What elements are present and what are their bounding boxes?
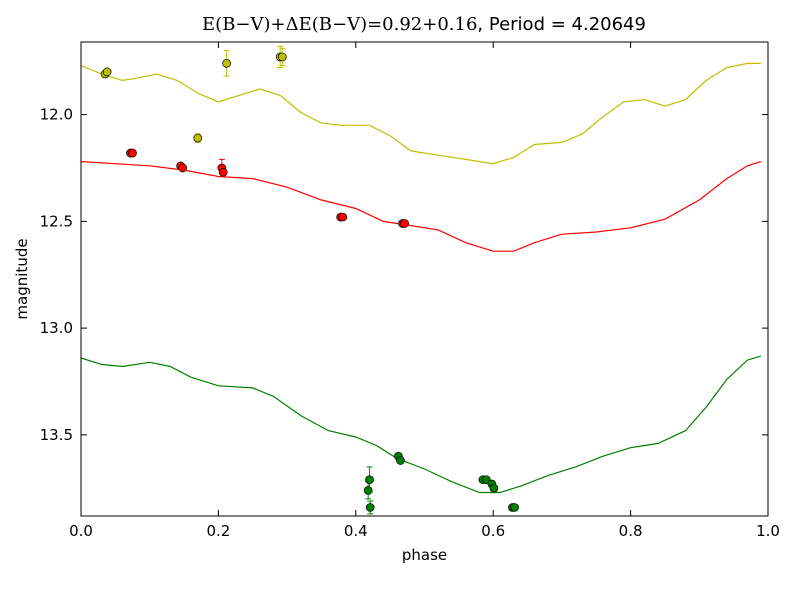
data-point	[400, 219, 409, 228]
data-point	[396, 456, 405, 465]
data-point	[365, 503, 375, 512]
y-tick-label: 12.0	[40, 106, 73, 124]
x-tick-label: 0.6	[481, 522, 505, 540]
x-tick-label: 0.8	[619, 522, 643, 540]
plot-frame	[80, 41, 769, 517]
data-point	[365, 475, 374, 485]
x-tick-label: 0.4	[344, 522, 368, 540]
chart-title: E(B−V)+ΔE(B−V)=0.92+0.16, Period = 4.206…	[0, 14, 800, 35]
data-point	[338, 212, 348, 222]
y-axis: 12.0 12.5 13.0 13.5	[40, 106, 768, 444]
data-points	[100, 45, 519, 515]
data-point	[218, 167, 228, 177]
data-point	[128, 148, 137, 158]
data-point	[222, 59, 231, 68]
x-tick-label: 0.0	[69, 522, 93, 540]
model-curves	[80, 62, 762, 494]
model-curve-1	[80, 161, 762, 252]
x-axis: 0.0 0.2 0.4 0.6 0.8 1.0	[69, 42, 780, 540]
data-point	[193, 133, 203, 143]
chart-title-rest: , Period = 4.20649	[477, 14, 646, 35]
model-curve-0	[80, 62, 762, 165]
y-tick-label: 13.5	[40, 426, 73, 444]
model-curve-2	[80, 355, 762, 494]
data-point	[102, 67, 112, 77]
data-point	[178, 163, 188, 173]
y-tick-label: 13.0	[40, 319, 73, 337]
data-point	[363, 486, 373, 495]
x-tick-label: 1.0	[756, 522, 780, 540]
y-tick-label: 12.5	[40, 212, 73, 230]
data-point	[489, 483, 499, 493]
data-point	[277, 52, 287, 62]
data-point	[510, 503, 519, 512]
y-axis-label: magnitude	[13, 238, 31, 319]
x-tick-label: 0.2	[206, 522, 230, 540]
chart-title-math: E(B−V)+ΔE(B−V)=0.92+0.16	[202, 14, 478, 35]
x-axis-label: phase	[402, 546, 447, 564]
